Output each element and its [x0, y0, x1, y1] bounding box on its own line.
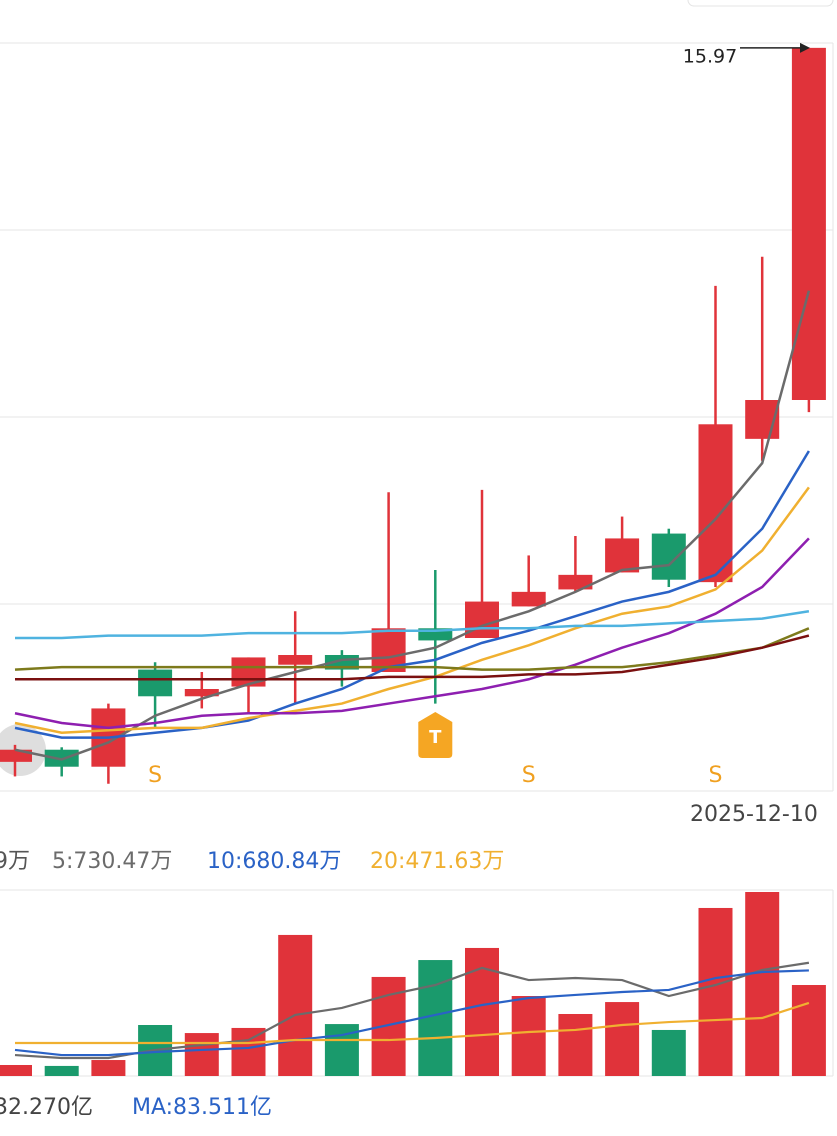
price-arrow	[800, 42, 810, 53]
volume-bar	[0, 1064, 32, 1076]
candle-body	[184, 689, 219, 697]
legend-label: 20:471.63万	[370, 849, 504, 874]
ma-line	[15, 634, 810, 681]
signal-label: S	[148, 763, 162, 788]
legend-label: 5:730.47万	[52, 849, 172, 874]
volume-ma-line	[14, 969, 809, 1057]
legend-label: 10:680.84万	[207, 849, 341, 874]
top-button[interactable]	[687, 0, 834, 7]
volume-label: 9万	[0, 849, 30, 874]
volume-bar	[745, 892, 780, 1076]
candle-body	[138, 669, 173, 697]
ma-line	[14, 290, 811, 761]
volume-bar	[44, 1065, 79, 1076]
candles	[0, 47, 826, 784]
volume-bar	[184, 1033, 219, 1076]
candle-body	[791, 47, 826, 400]
ma-line	[14, 486, 810, 734]
volume-bar	[231, 1027, 266, 1076]
volume-bar	[511, 996, 546, 1076]
volume-bar	[558, 1013, 593, 1076]
volume-bar	[278, 934, 313, 1076]
x-tick-label: 2025-12-10	[690, 802, 818, 827]
volume-bar	[465, 947, 499, 1076]
badge	[418, 712, 453, 758]
ma-line	[14, 450, 810, 739]
amount-label: MA:83.511亿	[132, 1095, 272, 1120]
candle-body	[651, 533, 686, 580]
volume-bar	[651, 1029, 686, 1076]
signal-label: S	[709, 763, 723, 788]
ma-line	[14, 537, 810, 730]
candle-body	[278, 655, 313, 665]
signal-label: S	[522, 763, 536, 788]
candle-body	[558, 574, 593, 590]
badge-label: T	[429, 727, 442, 748]
volume-bar	[791, 985, 826, 1076]
candle-body	[605, 538, 640, 573]
max-price-label: 15.97	[683, 45, 737, 67]
volume-ma-line	[15, 1001, 810, 1045]
volume-ma-line	[14, 961, 810, 1060]
volume-bar	[698, 907, 733, 1076]
candle-body	[698, 424, 733, 583]
volume-bar	[605, 1002, 640, 1076]
ma-line	[14, 627, 810, 671]
candle-body	[511, 591, 546, 607]
ma-line	[15, 610, 810, 640]
volume-bar	[91, 1060, 126, 1076]
price-grid	[0, 42, 834, 1077]
amount-label: 32.270亿	[0, 1095, 93, 1120]
